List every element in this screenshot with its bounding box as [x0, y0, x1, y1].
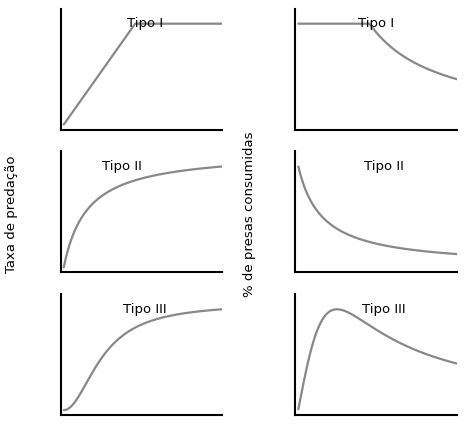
Text: Tipo II: Tipo II [364, 160, 404, 173]
Text: % de presas consumidas: % de presas consumidas [243, 131, 256, 297]
Text: Taxa de predação: Taxa de predação [5, 155, 18, 273]
Text: Tipo III: Tipo III [123, 303, 166, 315]
Text: Tipo I: Tipo I [358, 17, 394, 30]
Text: Tipo I: Tipo I [127, 17, 163, 30]
Text: Tipo III: Tipo III [362, 303, 406, 315]
Text: Tipo II: Tipo II [102, 160, 142, 173]
